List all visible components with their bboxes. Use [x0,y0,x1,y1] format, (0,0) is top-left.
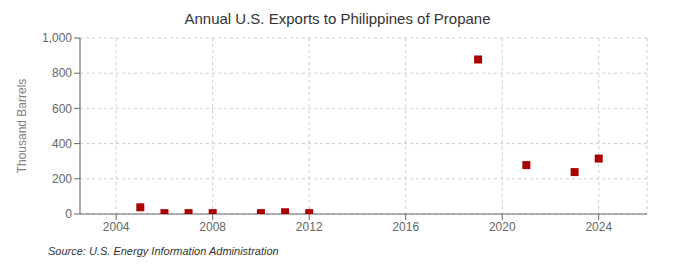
html-text:Annual U.S. Exports to Philipp: Annual U.S. Exports to Philippines of Pr… [184,10,491,27]
svg-text:0: 0 [65,207,72,221]
svg-text:200: 200 [52,172,72,186]
svg-text:2020: 2020 [489,220,516,234]
svg-text:Thousand Barrels: Thousand Barrels [15,79,29,174]
svg-text:600: 600 [52,102,72,116]
svg-text:2012: 2012 [296,220,323,234]
svg-text:400: 400 [52,137,72,151]
svg-text:1,000: 1,000 [42,31,72,45]
svg-text:2024: 2024 [585,220,612,234]
svg-text:2008: 2008 [199,220,226,234]
html-text:Source: U.S. Energy Informatio: Source: U.S. Energy Information Administ… [48,245,279,257]
svg-text:2004: 2004 [103,220,130,234]
svg-text:2016: 2016 [392,220,419,234]
svg-text:800: 800 [52,66,72,80]
